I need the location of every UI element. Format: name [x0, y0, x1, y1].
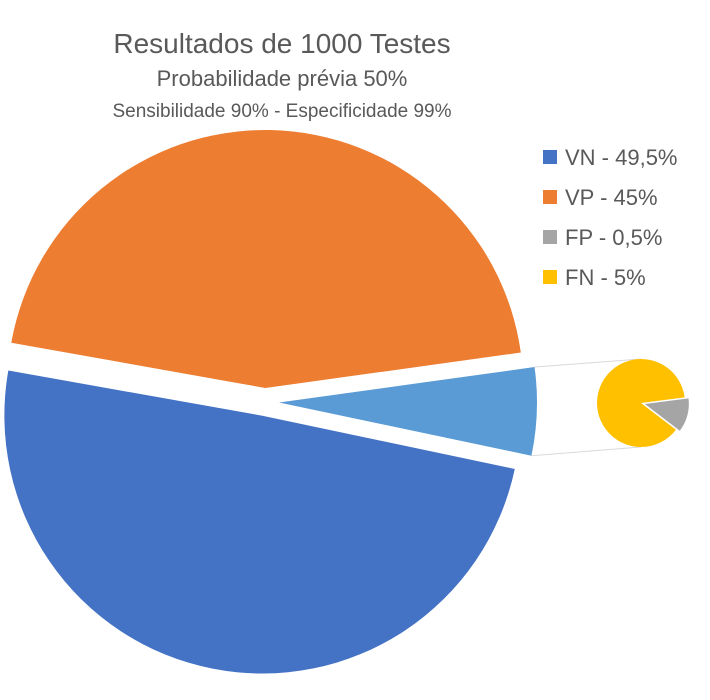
legend-swatch-vn — [543, 150, 557, 164]
chart-title: Resultados de 1000 Testes — [113, 28, 450, 59]
legend-swatch-fn — [543, 270, 557, 284]
pie-slice-vp — [11, 130, 521, 389]
pie-slice-fn — [597, 358, 685, 447]
legend-label-fp: FP - 0,5% — [565, 225, 662, 250]
legend-swatch-vp — [543, 190, 557, 204]
chart-subtitle: Probabilidade prévia 50% — [157, 66, 408, 91]
pie-slice-fp-fn — [278, 367, 537, 456]
legend-label-vp: VP - 45% — [565, 185, 658, 210]
secondary-pie — [597, 358, 689, 447]
pie-slice-vn — [4, 370, 515, 674]
main-pie — [4, 130, 537, 674]
legend-label-vn: VN - 49,5% — [565, 145, 678, 170]
connector-line-top — [534, 358, 642, 368]
legend: VN - 49,5% VP - 45% FP - 0,5% FN - 5% — [543, 145, 678, 290]
connector-lines — [531, 358, 642, 457]
pie-slice-fp — [644, 398, 689, 431]
chart-subtitle-2: Sensibilidade 90% - Especificidade 99% — [112, 101, 451, 122]
legend-swatch-fp — [543, 230, 557, 244]
legend-label-fn: FN - 5% — [565, 265, 646, 290]
connector-line-bottom — [531, 446, 642, 457]
